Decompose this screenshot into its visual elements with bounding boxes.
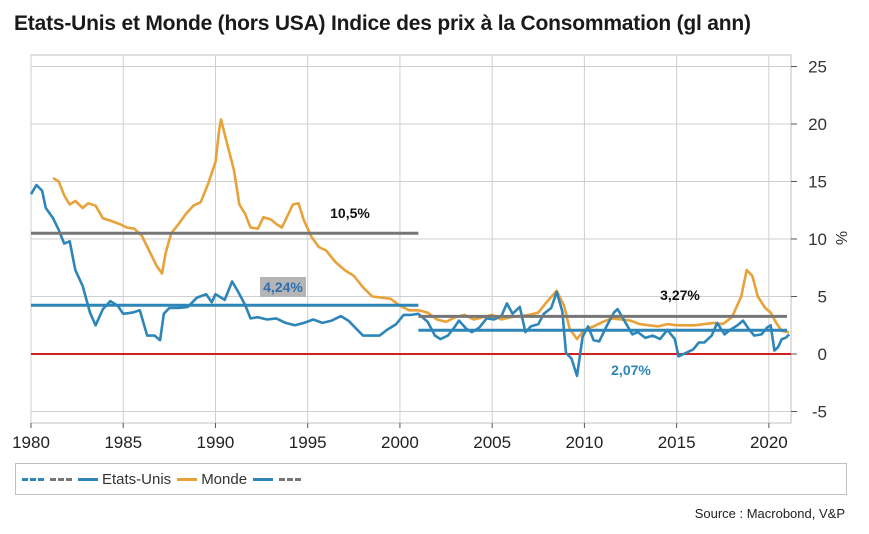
legend-item xyxy=(50,477,72,481)
y-tick-label: 20 xyxy=(808,115,827,134)
legend-swatch xyxy=(253,477,274,481)
x-tick-label: 1980 xyxy=(12,433,50,452)
y-tick-label: -5 xyxy=(812,403,827,422)
average-label: 2,07% xyxy=(611,362,651,378)
source-note: Source : Macrobond, V&P xyxy=(694,506,845,521)
x-tick-label: 2005 xyxy=(473,433,511,452)
legend-swatch xyxy=(22,477,44,481)
legend-swatch xyxy=(78,477,98,481)
legend-label: Etats-Unis xyxy=(102,470,172,488)
chart-title: Etats-Unis et Monde (hors USA) Indice de… xyxy=(14,12,751,35)
cpi-line-chart: -5 0 5 10 15 20 25 1980 1985 1990 1995 2000 2005 2010… xyxy=(12,54,849,452)
legend-item xyxy=(279,477,302,481)
y-tick-label: 10 xyxy=(808,230,827,249)
legend-item xyxy=(22,477,44,481)
legend-item: Etats-Unis xyxy=(78,471,171,488)
y-tick-label: 25 xyxy=(808,58,827,77)
legend-swatch xyxy=(177,477,198,481)
series-line-monde xyxy=(52,118,790,341)
y-axis-label: % xyxy=(832,231,849,245)
chart-legend: Etats-Unis Monde xyxy=(15,463,847,495)
average-label: 4,24% xyxy=(263,279,303,295)
legend-swatch xyxy=(279,477,302,481)
legend-item xyxy=(253,477,274,481)
legend-item: Monde xyxy=(177,471,247,488)
x-tick-label: 1995 xyxy=(289,433,327,452)
average-label: 3,27% xyxy=(660,287,700,303)
x-tick-label: 2010 xyxy=(565,433,603,452)
x-tick-label: 1990 xyxy=(197,433,235,452)
y-tick-label: 15 xyxy=(808,173,827,192)
average-label: 10,5% xyxy=(330,205,370,221)
average-label-box xyxy=(260,277,306,297)
y-tick-label: 0 xyxy=(818,345,827,364)
x-tick-label: 2020 xyxy=(750,433,788,452)
legend-label: Monde xyxy=(201,470,248,488)
x-tick-label: 2015 xyxy=(658,433,696,452)
legend-swatch xyxy=(50,477,72,481)
series-line-etats-unis xyxy=(29,183,791,378)
y-tick-label: 5 xyxy=(818,288,827,307)
x-tick-label: 1985 xyxy=(104,433,142,452)
x-tick-label: 2000 xyxy=(381,433,419,452)
